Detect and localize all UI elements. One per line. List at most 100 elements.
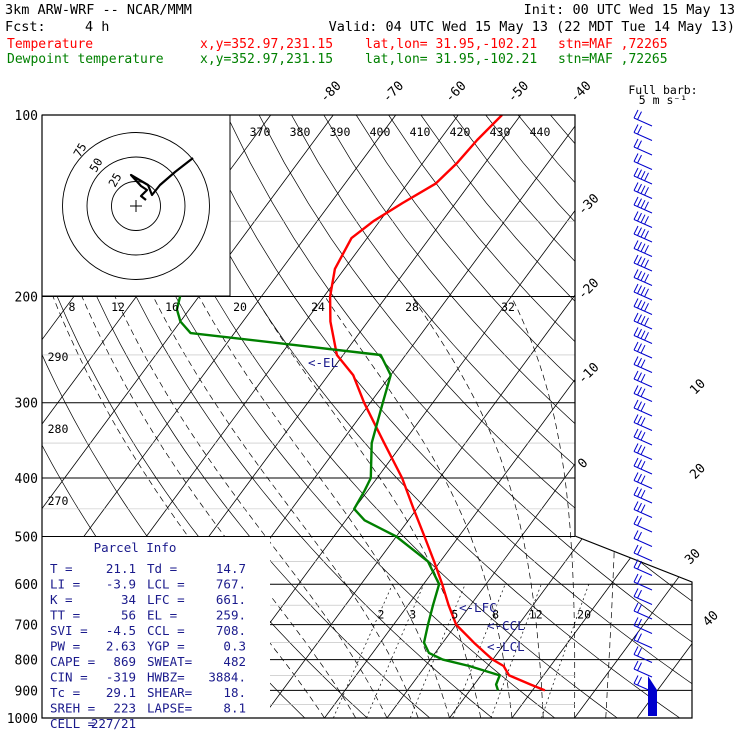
pressure-tick-label: 700 <box>15 619 38 634</box>
parcel-info-cell: 869 <box>113 654 136 669</box>
mixing-ratio-tick: 20 <box>577 608 591 622</box>
parcel-info-cell: YGP = <box>147 639 185 654</box>
wind-barb <box>633 240 653 257</box>
isotherm <box>386 115 692 718</box>
temp-xy: x,y=352.97,231.15 <box>200 37 333 52</box>
moist-adiabat <box>114 296 388 718</box>
speed-tick: 32 <box>501 300 515 314</box>
theta-tick: 370 <box>250 125 271 139</box>
speed-tick: 20 <box>233 300 247 314</box>
parcel-info-cell: CAPE = <box>50 654 95 669</box>
isotherm <box>574 115 692 718</box>
wind-barb <box>633 211 653 228</box>
wind-barb <box>633 443 653 460</box>
dry-adiabat <box>226 115 692 718</box>
theta-tick: 430 <box>490 125 511 139</box>
wind-barb <box>633 341 653 359</box>
moist-adiabat <box>602 296 617 718</box>
parcel-info-cell: SWEAT= <box>147 654 192 669</box>
barb-legend-line2: 5 m s⁻¹ <box>639 93 687 107</box>
isotherm <box>199 115 647 718</box>
wind-barb <box>633 573 653 591</box>
hodograph-ring-label: 50 <box>86 155 105 174</box>
theta-tick: 410 <box>410 125 431 139</box>
parcel-info-cell: 21.1 <box>106 561 136 576</box>
parcel-info-cell: 767. <box>216 577 246 592</box>
parcel-info-cell: 29.1 <box>106 685 136 700</box>
isotherm <box>324 115 692 718</box>
speed-tick: 28 <box>405 300 419 314</box>
parcel-info-cell: T = <box>50 561 73 576</box>
dew-xy: x,y=352.97,231.15 <box>200 52 333 67</box>
temperature-legend: Temperature <box>7 37 93 52</box>
parcel-info-cell: -319 <box>106 670 136 685</box>
right-temp-tick: 10 <box>687 376 709 398</box>
parcel-info-cell: 0.3 <box>223 639 246 654</box>
wind-barb <box>633 414 653 431</box>
wind-barb <box>633 530 653 547</box>
forecast-label: Fcst: <box>5 19 46 35</box>
parcel-info-cell: -3.9 <box>106 577 136 592</box>
wind-barb <box>633 588 653 605</box>
parcel-info-cell: 708. <box>216 623 246 638</box>
barb-legend-line1: Full barb: <box>628 83 697 97</box>
theta-tick: 400 <box>370 125 391 139</box>
wind-barbs <box>633 109 657 716</box>
wind-barb <box>633 457 653 475</box>
pressure-tick-label: 300 <box>15 397 38 412</box>
dry-adiabat <box>193 115 692 718</box>
speed-tick: 8 <box>69 300 76 314</box>
parcel-info-cell: 14.7 <box>216 561 246 576</box>
wind-barb <box>633 559 653 576</box>
wind-barb <box>633 544 653 562</box>
right-temp-tick: -30 <box>575 191 602 218</box>
mixing-ratio-line <box>541 584 590 718</box>
parcel-info-cell: LFC = <box>147 592 185 607</box>
wind-barb <box>633 385 653 402</box>
parcel-info-cell: -4.5 <box>106 623 136 638</box>
wind-barb <box>633 501 653 518</box>
level-annotation: <-LFC <box>459 600 497 615</box>
wind-barb <box>633 196 653 214</box>
parcel-info-cell: HWBZ= <box>147 670 185 685</box>
top-temp-tick: -50 <box>505 79 532 106</box>
parcel-info-cell: K = <box>50 592 73 607</box>
wind-barb <box>633 631 653 649</box>
speed-tick: 16 <box>165 300 179 314</box>
parcel-info-cell: SVI = <box>50 623 88 638</box>
wind-barb <box>633 399 653 417</box>
parcel-info-cell: 2.63 <box>106 639 136 654</box>
mixing-ratio-line <box>366 584 425 718</box>
parcel-info-cell: 56 <box>121 608 136 623</box>
parcel-info-cell: CELL = <box>50 716 95 731</box>
parcel-info-cell: 223 <box>113 701 136 716</box>
init-time: Init: 00 UTC Wed 15 May 13 <box>524 2 735 18</box>
top-temp-tick: -40 <box>567 79 594 106</box>
parcel-info-cell: Td = <box>147 561 177 576</box>
isotherm <box>700 115 740 718</box>
model-title: 3km ARW-WRF -- NCAR/MMM <box>5 2 192 18</box>
level-annotation: <-LCL <box>487 639 525 654</box>
parcel-info-cell: SHEAR= <box>147 685 192 700</box>
level-annotation: <-EL <box>308 355 338 370</box>
wind-barb <box>633 646 653 663</box>
wind-barb <box>633 298 653 315</box>
right-temp-tick: -10 <box>575 360 602 387</box>
temperature-line <box>328 115 546 692</box>
top-temp-tick: -80 <box>317 79 344 106</box>
parcel-info-cell: PW = <box>50 639 80 654</box>
pressure-tick-label: 800 <box>15 654 38 669</box>
pressure-tick-label: 500 <box>15 530 38 545</box>
temp-latlon: lat,lon= 31.95,-102.21 <box>365 37 537 52</box>
mixing-ratio-tick: 2 <box>377 608 384 622</box>
parcel-info-cell: CCL = <box>147 623 185 638</box>
right-temp-tick: 0 <box>575 456 591 472</box>
wind-barb <box>633 617 653 634</box>
moist-adiabat <box>254 296 482 718</box>
parcel-info-cell: 227/21 <box>91 716 136 731</box>
wind-barb <box>633 486 653 504</box>
parcel-info-cell: 18. <box>223 685 246 700</box>
theta-left-tick: 280 <box>48 422 69 436</box>
right-temp-tick: -20 <box>575 276 602 303</box>
